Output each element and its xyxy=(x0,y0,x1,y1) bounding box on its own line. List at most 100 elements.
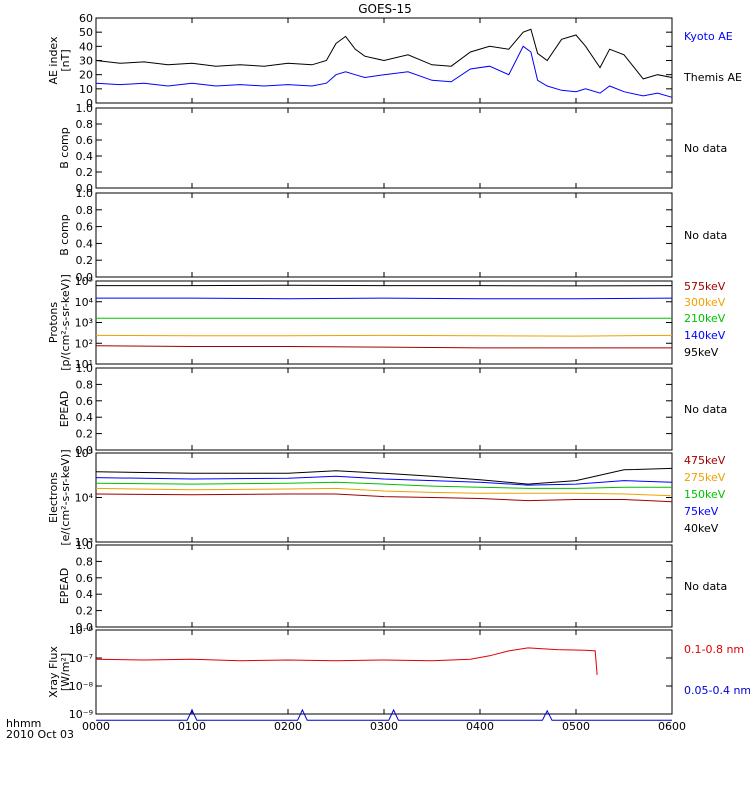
y-axis-label: B comp xyxy=(58,214,71,256)
panel-bcomp1: 0.0 0.2 0.4 0.6 0.8 1.0 B comp No data xyxy=(58,102,727,195)
figure-title: GOES-15 xyxy=(358,2,412,16)
y-tick-label: 0.0 xyxy=(76,271,94,284)
y-axis-label: EPEAD xyxy=(58,568,71,605)
y-tick-label: 0.6 xyxy=(76,395,94,408)
y-tick-label: 0.0 xyxy=(76,621,94,634)
y-tick-label: 0.2 xyxy=(76,166,94,179)
y-tick-label: 0.0 xyxy=(76,444,94,457)
series-line xyxy=(95,475,673,486)
legend-entry: 0.05-0.4 nm xyxy=(684,684,750,697)
no-data-label: No data xyxy=(684,403,727,416)
y-tick-label: 0.6 xyxy=(76,221,94,234)
y-tick-label: 0.8 xyxy=(76,204,94,217)
y-tick-label: 0 xyxy=(86,97,93,110)
legend-entry: 210keV xyxy=(684,312,726,325)
no-data-label: No data xyxy=(684,142,727,155)
y-axis-label: [nT] xyxy=(59,49,72,71)
y-tick-label: 10⁻⁷ xyxy=(69,652,93,665)
y-tick-label: 10⁴ xyxy=(75,296,94,309)
y-tick-label: 10⁻⁸ xyxy=(69,680,94,693)
x-tick-label: 0500 xyxy=(562,720,590,733)
y-tick-label: 1.0 xyxy=(76,362,94,375)
series-line xyxy=(95,467,673,485)
panel-frame xyxy=(95,192,673,278)
series-line xyxy=(95,481,672,489)
y-tick-label: 0.4 xyxy=(76,150,94,163)
legend-entry: 95keV xyxy=(684,346,719,359)
y-tick-label: 0.4 xyxy=(76,411,94,424)
y-axis-label: [e/(cm²-s-sr-keV)] xyxy=(59,449,72,545)
panel-frame xyxy=(95,452,673,543)
y-axis-label: AE index xyxy=(47,36,60,85)
panel-frame xyxy=(95,280,673,365)
y-tick-label: 10³ xyxy=(75,536,93,549)
panel-protons: 10¹ 10² 10³ 10⁴ 10⁵ Protons [p/(cm²-s-sr-keV)]… xyxy=(47,274,726,371)
series-line xyxy=(95,647,598,675)
y-tick-label: 50 xyxy=(79,26,93,39)
legend-entry: 0.1-0.8 nm xyxy=(684,643,744,656)
legend-entry: Kyoto AE xyxy=(684,30,733,43)
y-tick-label: 0.2 xyxy=(76,605,94,618)
series-line xyxy=(95,487,673,497)
legend-entry: 300keV xyxy=(684,296,726,309)
y-tick-label: 40 xyxy=(79,40,93,53)
x-tick-label: 0300 xyxy=(370,720,398,733)
y-tick-label: 10⁴ xyxy=(75,492,94,505)
series-line xyxy=(96,284,673,287)
legend-entry: 275keV xyxy=(684,471,726,484)
y-tick-label: 0.0 xyxy=(76,182,94,195)
series-line xyxy=(96,708,672,721)
legend-entry: 75keV xyxy=(684,505,719,518)
panel-frame xyxy=(95,107,673,189)
legend-entry: 40keV xyxy=(684,522,719,535)
legend-entry: Themis AE xyxy=(683,71,742,84)
y-tick-label: 1.0 xyxy=(76,539,94,552)
y-axis-label: [p/(cm²-s-sr-keV)] xyxy=(59,274,72,371)
panel-electrons: 10³ 10⁴ 10⁵ Electrons [e/(cm²-s-sr-keV)] 475k… xyxy=(47,447,726,549)
y-axis-label: Electrons xyxy=(47,472,60,523)
series-line xyxy=(95,45,673,98)
y-tick-label: 10⁻⁶ xyxy=(69,624,94,637)
y-tick-label: 10 xyxy=(79,83,93,96)
y-tick-label: 10⁵ xyxy=(75,447,93,460)
y-tick-label: 60 xyxy=(79,12,93,25)
y-tick-label: 10⁻⁹ xyxy=(69,708,93,721)
x-tick-label: 0400 xyxy=(466,720,494,733)
y-tick-label: 0.8 xyxy=(76,378,94,391)
x-axis-unit: hhmm xyxy=(6,717,41,730)
y-axis-label: Protons xyxy=(47,302,60,343)
series-line xyxy=(95,345,672,349)
series-line xyxy=(95,28,673,80)
x-tick-label: 0100 xyxy=(178,720,206,733)
y-tick-label: 10¹ xyxy=(75,358,93,371)
series-line xyxy=(95,493,673,503)
y-tick-label: 1.0 xyxy=(76,187,94,200)
y-tick-label: 20 xyxy=(79,69,93,82)
panel-xray: 10⁻⁹ 10⁻⁸ 10⁻⁷ 10⁻⁶ Xray Flux [W/m²] 0.1-0.8 n… xyxy=(47,624,750,721)
y-tick-label: 0.8 xyxy=(76,555,94,568)
y-tick-label: 0.2 xyxy=(76,254,94,267)
y-tick-label: 10² xyxy=(75,337,93,350)
series-line xyxy=(96,297,673,300)
y-tick-label: 0.2 xyxy=(76,428,94,441)
y-tick-label: 0.4 xyxy=(76,237,94,250)
panel-frame xyxy=(95,544,673,628)
legend-entry: 575keV xyxy=(684,280,726,293)
legend-entry: 475keV xyxy=(684,454,726,467)
y-tick-label: 10⁵ xyxy=(75,275,93,288)
x-tick-label: 0600 xyxy=(658,720,686,733)
legend-entry: 150keV xyxy=(684,488,726,501)
y-tick-label: 0.6 xyxy=(76,572,94,585)
y-tick-label: 10³ xyxy=(75,317,93,330)
x-axis-date: 2010 Oct 03 xyxy=(6,728,74,741)
y-tick-label: 0.6 xyxy=(76,134,94,147)
x-tick-label: 0200 xyxy=(274,720,302,733)
legend-entry: 140keV xyxy=(684,329,726,342)
y-tick-label: 0.4 xyxy=(76,588,94,601)
y-axis-label: Xray Flux xyxy=(47,646,60,698)
y-axis-label: [W/m²] xyxy=(59,653,72,691)
series-line xyxy=(95,334,673,337)
no-data-label: No data xyxy=(684,580,727,593)
